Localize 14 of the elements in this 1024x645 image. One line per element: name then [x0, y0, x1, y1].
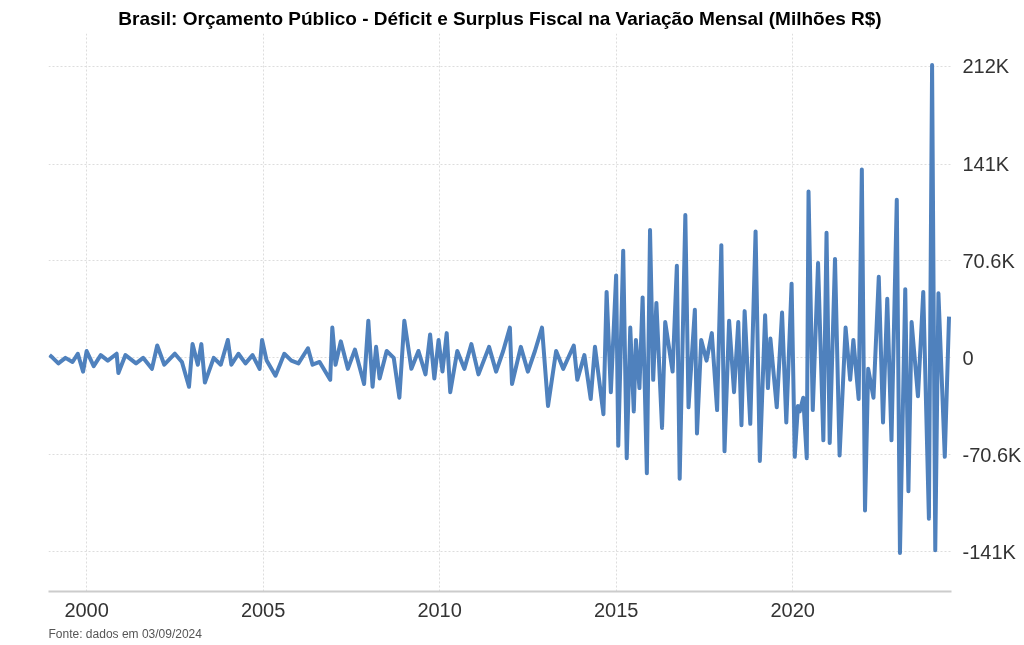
x-tick-label: 2015: [593, 598, 639, 621]
y-tick-label: 212K: [962, 55, 1010, 78]
x-tick-label: 2020: [770, 598, 815, 621]
y-tick-label: -70.6K: [962, 443, 1023, 466]
x-tick-label: 2005: [240, 598, 286, 621]
y-tick-label: 141K: [962, 153, 1010, 176]
chart-title: Brasil: Orçamento Público - Déficit e Surplus Fiscal na Variação Mensal (Milhões R$): [118, 7, 882, 29]
source-note: Fonte: dados em 03/09/2024: [48, 626, 203, 641]
y-tick-label: -141K: [962, 540, 1017, 563]
x-tick-label: 2010: [417, 598, 462, 621]
y-tick-label: 70.6K: [962, 249, 1016, 272]
x-tick-label: 2000: [64, 598, 109, 621]
y-tick-label: 0: [962, 346, 974, 369]
line-series: [48, 63, 952, 556]
